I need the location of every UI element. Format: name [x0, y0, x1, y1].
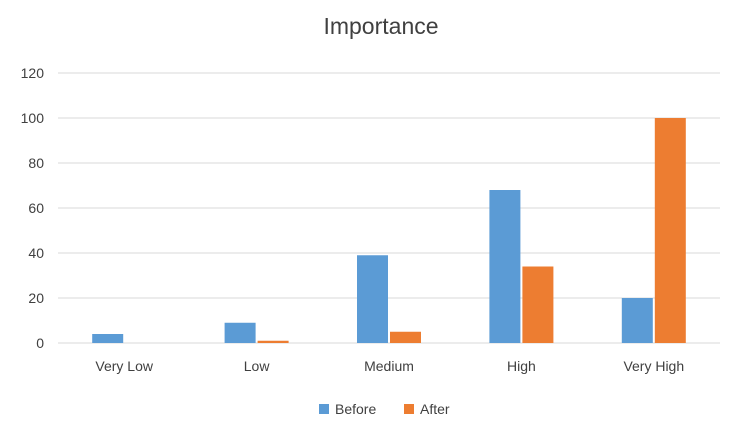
chart-title: Importance	[323, 13, 438, 39]
bar-after-high	[522, 266, 554, 343]
y-tick-label: 20	[28, 290, 44, 306]
x-tick-label-low: Low	[244, 358, 271, 374]
y-axis-ticks: 0 20 40 60 80 100 120	[21, 65, 45, 351]
bar-after-low	[257, 340, 289, 343]
y-tick-label: 40	[28, 245, 44, 261]
bar-before-low	[224, 322, 256, 343]
bar-after-medium	[390, 331, 421, 343]
legend-swatch-after	[404, 404, 414, 414]
bar-before-very-low	[92, 334, 124, 343]
bars	[92, 118, 686, 343]
x-tick-label-high: High	[507, 358, 536, 374]
y-tick-label: 120	[21, 65, 45, 81]
gridlines	[58, 72, 720, 344]
y-tick-label: 0	[36, 335, 44, 351]
y-tick-label: 100	[21, 110, 45, 126]
x-tick-label-very-low: Very Low	[95, 358, 153, 374]
y-tick-label: 80	[28, 155, 44, 171]
legend-swatch-before	[319, 404, 329, 414]
legend-label-before: Before	[335, 401, 376, 417]
legend: Before After	[319, 401, 450, 417]
x-axis-ticks: Very Low Low Medium High Very High	[95, 358, 684, 374]
bar-before-very-high	[621, 298, 653, 343]
bar-before-high	[489, 190, 521, 343]
legend-label-after: After	[420, 401, 450, 417]
bar-after-very-high	[654, 118, 686, 343]
x-tick-label-very-high: Very High	[623, 358, 684, 374]
y-tick-label: 60	[28, 200, 44, 216]
bar-before-medium	[357, 255, 388, 343]
x-tick-label-medium: Medium	[364, 358, 414, 374]
